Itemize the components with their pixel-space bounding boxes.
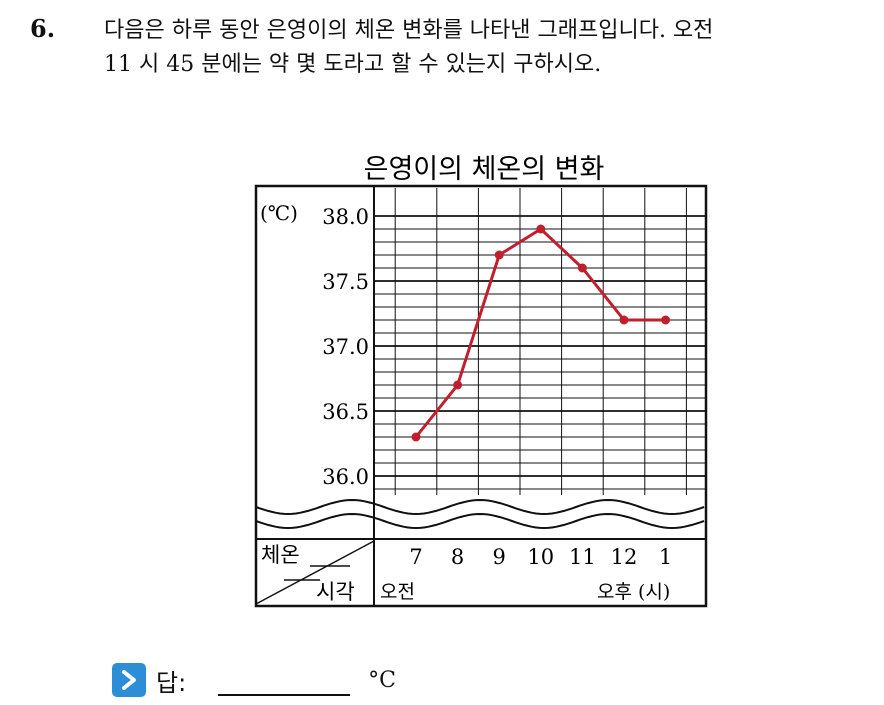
y-tick-label: 36.5 [322, 400, 369, 424]
question-text: 다음은 하루 동안 은영이의 체온 변화를 나타낸 그래프입니다. 오전 11 … [104, 14, 864, 82]
header-label-bottom: 시각 [316, 580, 355, 604]
chart-title: 은영이의 체온의 변화 [364, 154, 605, 185]
y-tick-labels: 38.0 37.5 37.0 36.5 36.0 [322, 205, 369, 489]
grid-major [374, 215, 706, 477]
pm-label: 오후 (시) [597, 581, 670, 603]
answer-area: 답: °C [112, 660, 396, 700]
header-diagonal [255, 540, 375, 605]
data-point [536, 224, 546, 234]
grid-vertical [394, 188, 687, 500]
question-number: 6. [30, 14, 56, 43]
x-tick-label: 8 [451, 545, 464, 569]
x-tick-labels: 7 8 9 10 11 12 1 [409, 545, 672, 569]
y-tick-label: 38.0 [322, 205, 369, 229]
x-tick-label: 9 [493, 545, 506, 569]
y-tick-label: 36.0 [322, 465, 369, 489]
x-tick-label: 12 [611, 545, 638, 569]
x-tick-label: 1 [659, 545, 672, 569]
data-point [619, 315, 629, 325]
answer-label: 답: [156, 668, 187, 697]
answer-blank[interactable] [218, 664, 351, 696]
y-tick-label: 37.5 [322, 270, 369, 294]
hour-unit: (시) [638, 581, 670, 603]
data-point [661, 315, 671, 325]
data-point [411, 432, 421, 442]
grid-minor [374, 228, 706, 503]
header-label-top: 체온 [261, 543, 300, 567]
question-line-1: 다음은 하루 동안 은영이의 체온 변화를 나타낸 그래프입니다. 오전 [104, 18, 714, 43]
data-point [577, 263, 587, 273]
data-point [494, 250, 504, 260]
axis-break-wave-top [255, 498, 705, 516]
x-tick-label: 11 [569, 545, 596, 569]
pm-label-text: 오후 [597, 581, 632, 603]
answer-unit: °C [368, 667, 397, 693]
series-line [411, 224, 671, 442]
am-label: 오전 [380, 581, 415, 603]
chart-frame [254, 184, 708, 608]
data-point [453, 380, 463, 390]
question-line-2: 11 시 45 분에는 약 몇 도라고 할 수 있는지 구하시오. [104, 52, 602, 77]
y-tick-label: 37.0 [322, 335, 369, 359]
unit-label: (℃) [260, 201, 298, 225]
axis-break [255, 495, 705, 530]
chevron-right-icon [112, 663, 146, 697]
axis-break-wave-bottom [255, 512, 705, 530]
x-tick-label: 10 [527, 545, 554, 569]
x-tick-label: 7 [409, 545, 422, 569]
